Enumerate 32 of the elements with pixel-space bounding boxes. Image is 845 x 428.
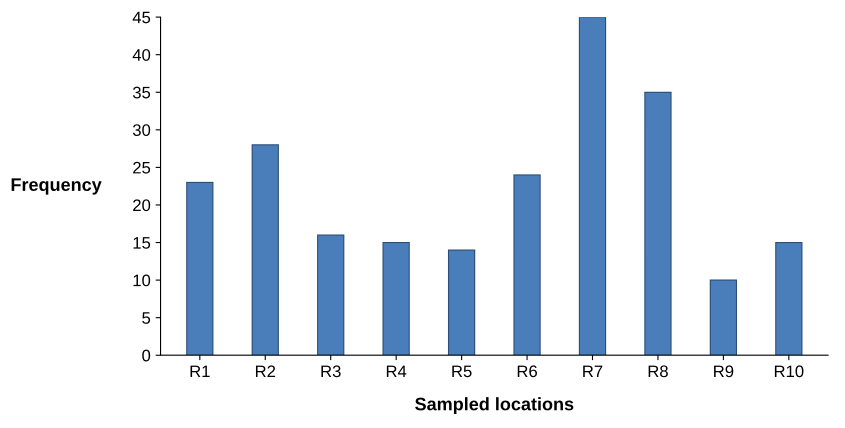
y-tick-label: 15 [134,237,150,249]
bar [448,249,476,356]
bar [317,234,344,356]
x-tick-label: R1 [190,366,210,378]
y-tick-label: 20 [133,199,150,212]
bar [644,92,672,356]
x-tick-label: R2 [256,365,276,378]
bar [252,144,279,356]
y-tick-label: 10 [134,274,150,286]
y-tick-label: 40 [132,49,150,61]
x-tick-label: R9 [714,365,734,378]
y-tick-label: 0 [142,350,150,362]
bar [710,280,738,356]
x-tick-label: R6 [518,365,537,378]
x-tick-label: R8 [648,365,668,378]
x-tick-label: R7 [583,366,602,378]
bar [513,174,541,356]
y-tick-label: 5 [142,312,150,324]
bar [382,242,410,356]
x-tick-label: R10 [774,365,804,378]
bar [578,17,606,356]
x-axis-title: Sampled locations [415,397,574,414]
y-axis-title: Frequency [12,178,102,195]
y-tick-label: 30 [132,124,150,136]
x-tick-label: R3 [321,365,341,378]
bar [775,242,802,356]
y-tick-label: 45 [132,12,150,24]
x-tick-label: R4 [386,366,406,378]
bar [186,182,214,356]
x-tick-label: R5 [452,366,472,378]
y-tick-label: 25 [133,162,150,174]
y-tick-label: 35 [132,86,150,98]
